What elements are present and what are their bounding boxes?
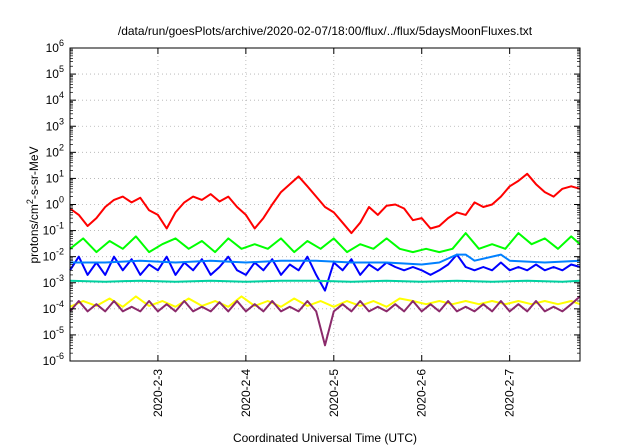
x-tick-label: 2020-2-5 (327, 369, 341, 417)
y-axis-label: protons/cm2-s-sr-MeV (25, 146, 41, 263)
series-line-4 (70, 253, 581, 266)
y-tick-label: 106 (46, 38, 64, 55)
x-tick-label: 2020-2-3 (151, 369, 165, 417)
series-line-2 (69, 232, 581, 254)
y-tick-label: 10-3 (43, 273, 64, 290)
y-axis-label-superscript: 2 (25, 199, 35, 204)
y-tick-label: 10-2 (43, 247, 64, 264)
y-tick-label: 104 (46, 90, 64, 107)
x-tick-label: 2020-2-4 (239, 369, 253, 417)
axes-frame (69, 47, 581, 362)
x-tick-label: 2020-2-7 (503, 369, 517, 417)
y-axis-label-prefix: protons/cm (27, 204, 41, 263)
series-line-5 (69, 279, 581, 283)
y-axis-label-suffix: -s-sr-MeV (27, 146, 41, 199)
series-line-3 (69, 253, 581, 292)
y-tick-label: 105 (46, 64, 64, 81)
x-axis-label: Coordinated Universal Time (UTC) (233, 431, 417, 445)
x-tick-labels: 2020-2-3 2020-2-4 2020-2-5 2020-2-6 2020-2-7 (151, 369, 517, 417)
svg-text:protons/cm2-s-sr-MeV: protons/cm2-s-sr-MeV (25, 146, 41, 263)
y-tick-label: 10-1 (43, 221, 64, 238)
y-tick-label: 102 (46, 142, 64, 159)
data-series (69, 172, 581, 347)
y-tick-labels: 10-6 10-5 10-4 10-3 10-2 10-1 100 101 102 103 104 1… (43, 38, 64, 368)
x-tick-label: 2020-2-6 (415, 369, 429, 417)
y-tick-label: 100 (46, 195, 64, 212)
grid-lines (70, 48, 580, 361)
series-line-1 (69, 172, 581, 235)
y-tick-label: 10-4 (43, 299, 64, 316)
plot-frame (69, 47, 581, 362)
y-tick-label: 10-6 (43, 351, 64, 368)
y-tick-label: 101 (46, 168, 64, 185)
series-line-7 (69, 295, 581, 347)
chart-title: /data/run/goesPlots/archive/2020-02-07/1… (118, 24, 533, 38)
y-tick-label: 103 (46, 116, 64, 133)
y-tick-label: 10-5 (43, 325, 64, 342)
